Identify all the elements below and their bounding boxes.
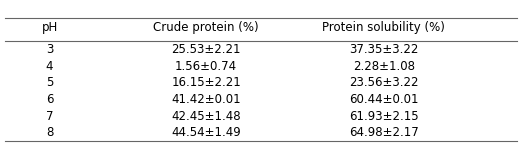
Text: 4: 4: [46, 60, 53, 73]
Text: 23.56±3.22: 23.56±3.22: [349, 76, 419, 89]
Text: pH: pH: [41, 21, 58, 34]
Text: Crude protein (%): Crude protein (%): [153, 21, 259, 34]
Text: 6: 6: [46, 93, 53, 106]
Text: 61.93±2.15: 61.93±2.15: [349, 110, 419, 123]
Text: 5: 5: [46, 76, 53, 89]
Text: 42.45±1.48: 42.45±1.48: [171, 110, 241, 123]
Text: 64.98±2.17: 64.98±2.17: [349, 126, 419, 139]
Text: 8: 8: [46, 126, 53, 139]
Text: 2.28±1.08: 2.28±1.08: [353, 60, 414, 73]
Text: 60.44±0.01: 60.44±0.01: [349, 93, 419, 106]
Text: 1.56±0.74: 1.56±0.74: [175, 60, 238, 73]
Text: 25.53±2.21: 25.53±2.21: [171, 43, 241, 56]
Text: 44.54±1.49: 44.54±1.49: [171, 126, 241, 139]
Text: 37.35±3.22: 37.35±3.22: [349, 43, 418, 56]
Text: 7: 7: [46, 110, 53, 123]
Text: 16.15±2.21: 16.15±2.21: [171, 76, 241, 89]
Text: 41.42±0.01: 41.42±0.01: [171, 93, 241, 106]
Text: Protein solubility (%): Protein solubility (%): [322, 21, 445, 34]
Text: 3: 3: [46, 43, 53, 56]
